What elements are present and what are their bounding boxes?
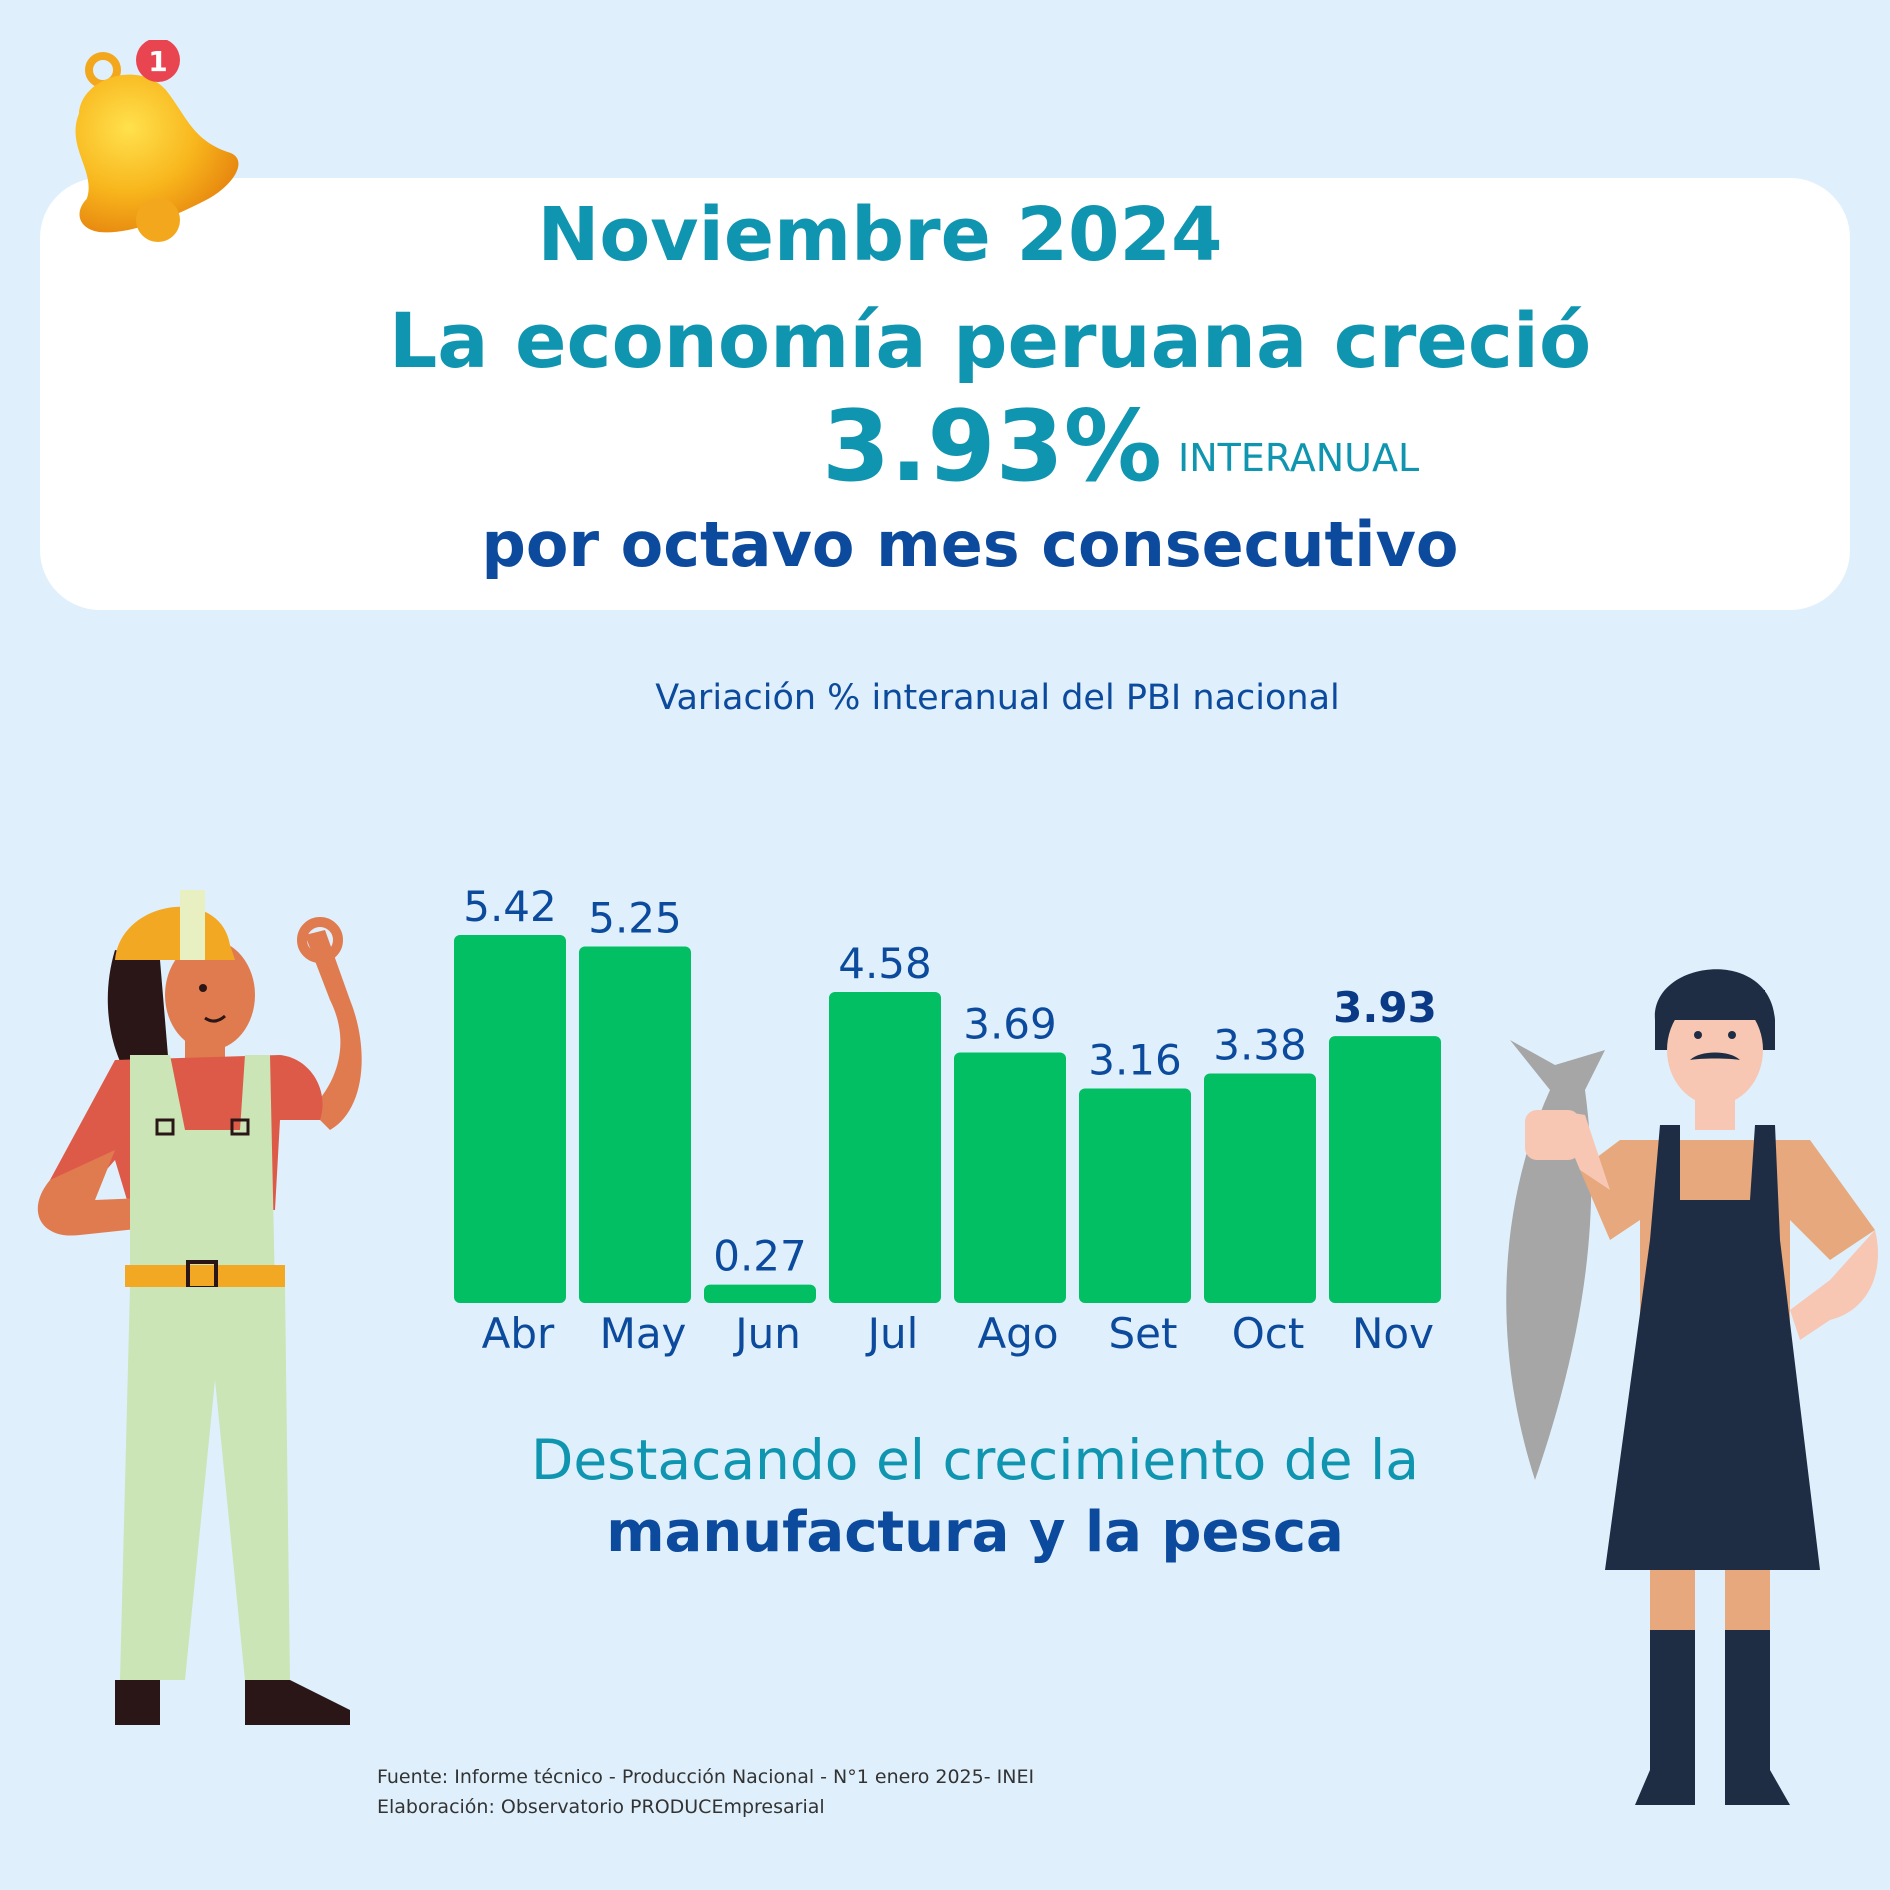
- category-label-jul: Jul: [865, 1309, 919, 1358]
- fisherman-illustration: [1506, 969, 1878, 1805]
- bar-oct: [1204, 1073, 1316, 1303]
- headline-main: La economía peruana creció: [388, 296, 1592, 385]
- value-label-jun: 0.27: [713, 1232, 807, 1281]
- credit-line: Elaboración: Observatorio PRODUCEmpresar…: [377, 1796, 825, 1818]
- value-label-abr: 5.42: [463, 882, 557, 931]
- category-label-jun: Jun: [732, 1309, 801, 1358]
- chart-title: Variación % interanual del PBI nacional: [655, 678, 1340, 718]
- bell-icon: 1: [75, 40, 239, 242]
- bar-set: [1079, 1088, 1191, 1303]
- headline-subtitle: por octavo mes consecutivo: [481, 508, 1459, 581]
- headline-date: Noviembre 2024: [537, 192, 1223, 278]
- source-line: Fuente: Informe técnico - Producción Nac…: [377, 1766, 1035, 1788]
- category-label-nov: Nov: [1352, 1309, 1434, 1358]
- value-label-ago: 3.69: [963, 999, 1057, 1048]
- category-label-may: May: [600, 1309, 687, 1358]
- caption-line-1: Destacando el crecimiento de la: [530, 1428, 1420, 1492]
- value-label-jul: 4.58: [838, 939, 932, 988]
- category-label-set: Set: [1109, 1309, 1178, 1358]
- value-label-set: 3.16: [1088, 1035, 1182, 1084]
- bar-jun: [704, 1284, 816, 1303]
- bar-ago: [954, 1052, 1066, 1303]
- bar-abr: [454, 935, 566, 1303]
- headline-value: 3.93%: [822, 390, 1162, 504]
- caption-line-2: manufactura y la pesca: [606, 1500, 1344, 1565]
- source-note: Fuente: Informe técnico - Producción Nac…: [377, 1762, 1034, 1822]
- notification-badge: 1: [148, 45, 167, 78]
- headline-unit: INTERANUAL: [1178, 436, 1420, 480]
- value-label-oct: 3.38: [1213, 1021, 1307, 1070]
- value-label-nov: 3.93: [1333, 983, 1437, 1032]
- headline-card: [40, 178, 1850, 610]
- bar-may: [579, 946, 691, 1303]
- bar-nov: [1329, 1036, 1441, 1303]
- value-label-may: 5.25: [588, 894, 682, 943]
- bar-jul: [829, 992, 941, 1303]
- category-label-ago: Ago: [977, 1309, 1058, 1358]
- category-label-abr: Abr: [482, 1309, 555, 1358]
- category-label-oct: Oct: [1232, 1309, 1305, 1358]
- worker-illustration: [37, 890, 362, 1725]
